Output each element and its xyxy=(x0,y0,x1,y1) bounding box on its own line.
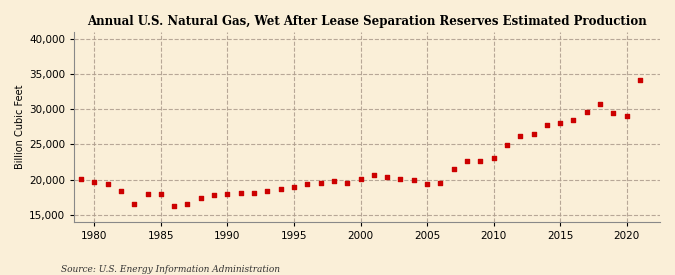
Point xyxy=(448,167,459,171)
Point xyxy=(634,78,645,82)
Title: Annual U.S. Natural Gas, Wet After Lease Separation Reserves Estimated Productio: Annual U.S. Natural Gas, Wet After Lease… xyxy=(87,15,647,28)
Point xyxy=(369,172,379,177)
Point xyxy=(209,193,219,197)
Point xyxy=(155,192,166,197)
Point xyxy=(89,180,100,185)
Point xyxy=(76,177,86,181)
Point xyxy=(222,192,233,197)
Point xyxy=(302,182,313,187)
Point xyxy=(435,181,446,185)
Point xyxy=(382,175,393,179)
Point xyxy=(581,110,592,114)
Point xyxy=(528,132,539,136)
Point xyxy=(329,179,340,183)
Point xyxy=(182,202,193,206)
Point xyxy=(275,186,286,191)
Point xyxy=(129,202,140,206)
Point xyxy=(595,102,605,106)
Point xyxy=(395,177,406,181)
Point xyxy=(195,196,206,200)
Point xyxy=(608,111,619,116)
Point xyxy=(262,189,273,194)
Point xyxy=(236,191,246,195)
Point xyxy=(355,177,366,181)
Point xyxy=(555,121,566,125)
Point xyxy=(288,184,299,189)
Point xyxy=(169,203,180,208)
Point xyxy=(568,118,579,122)
Text: Source: U.S. Energy Information Administration: Source: U.S. Energy Information Administ… xyxy=(61,265,279,274)
Point xyxy=(248,191,259,195)
Point xyxy=(408,177,419,182)
Point xyxy=(462,158,472,163)
Point xyxy=(422,182,433,187)
Point xyxy=(315,181,326,185)
Point xyxy=(102,182,113,187)
Point xyxy=(541,123,552,127)
Point xyxy=(488,156,499,161)
Point xyxy=(342,181,352,185)
Point xyxy=(142,191,153,196)
Point xyxy=(475,158,486,163)
Point xyxy=(502,143,512,147)
Point xyxy=(515,134,526,138)
Point xyxy=(621,113,632,118)
Point xyxy=(115,189,126,193)
Y-axis label: Billion Cubic Feet: Billion Cubic Feet xyxy=(15,85,25,169)
